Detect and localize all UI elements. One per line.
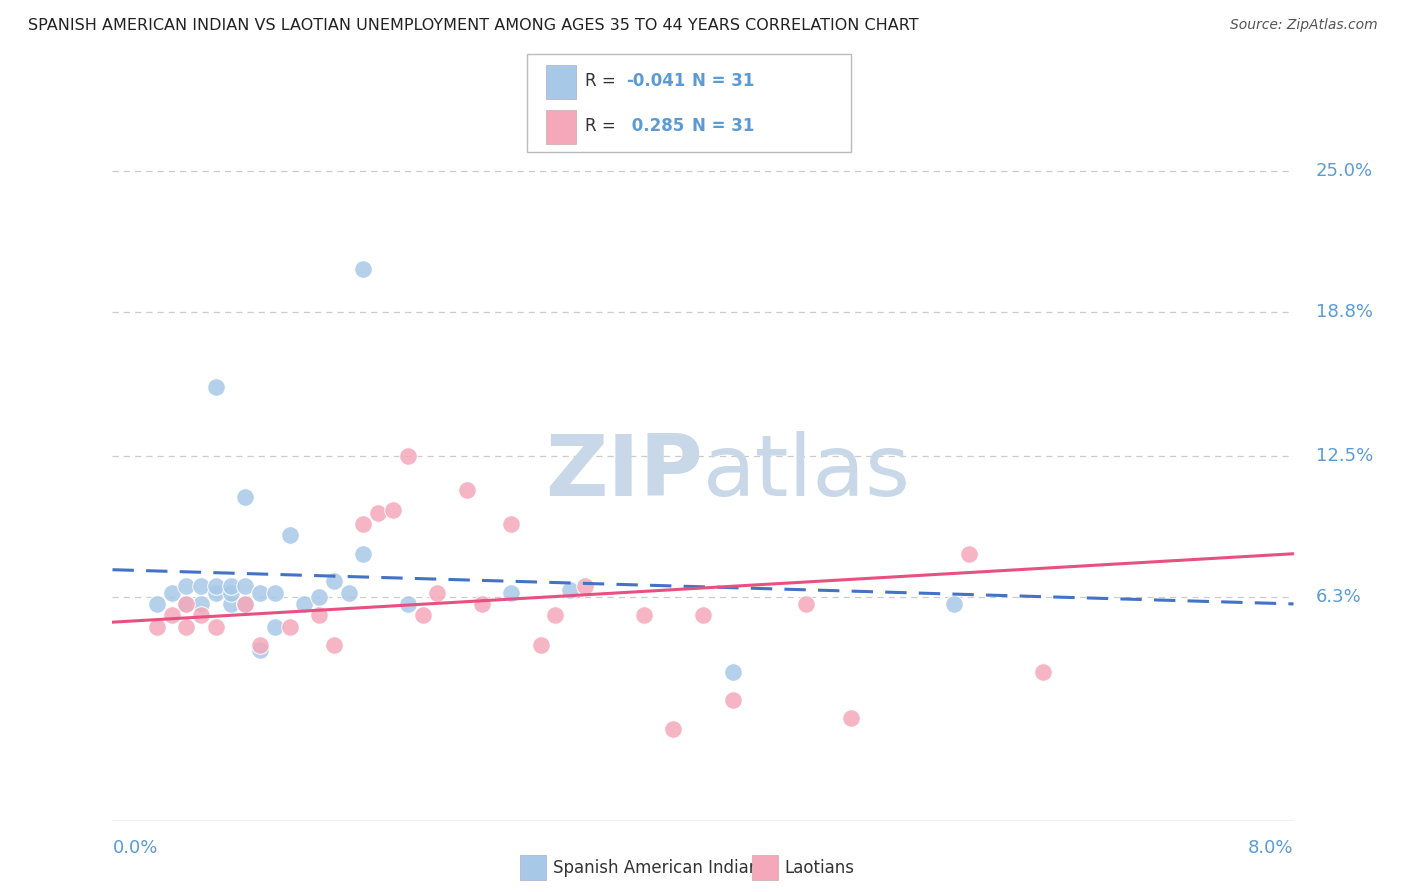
Text: 0.285: 0.285 bbox=[626, 117, 683, 135]
Point bbox=[396, 597, 419, 611]
Point bbox=[721, 665, 744, 680]
Point bbox=[249, 642, 271, 657]
Point bbox=[233, 597, 256, 611]
Point bbox=[249, 585, 271, 599]
Point bbox=[396, 449, 419, 463]
Point bbox=[205, 620, 228, 634]
Point bbox=[249, 638, 271, 652]
Text: 8.0%: 8.0% bbox=[1249, 838, 1294, 857]
Point bbox=[190, 597, 212, 611]
Text: Source: ZipAtlas.com: Source: ZipAtlas.com bbox=[1230, 18, 1378, 32]
Point bbox=[633, 608, 655, 623]
Point bbox=[796, 597, 818, 611]
Point bbox=[205, 380, 228, 394]
Point bbox=[174, 597, 197, 611]
Point bbox=[501, 585, 523, 599]
Text: 25.0%: 25.0% bbox=[1316, 161, 1372, 179]
Text: R =: R = bbox=[585, 117, 621, 135]
Point bbox=[839, 711, 862, 725]
Point bbox=[560, 583, 582, 598]
Point bbox=[174, 579, 197, 593]
Point bbox=[323, 638, 346, 652]
Point bbox=[957, 547, 980, 561]
Point bbox=[219, 585, 242, 599]
Point bbox=[352, 517, 374, 532]
Point bbox=[233, 490, 256, 504]
Point bbox=[205, 585, 228, 599]
Point bbox=[382, 503, 405, 517]
Point bbox=[174, 620, 197, 634]
Text: -0.041: -0.041 bbox=[626, 72, 685, 90]
Point bbox=[219, 597, 242, 611]
Text: SPANISH AMERICAN INDIAN VS LAOTIAN UNEMPLOYMENT AMONG AGES 35 TO 44 YEARS CORREL: SPANISH AMERICAN INDIAN VS LAOTIAN UNEMP… bbox=[28, 18, 918, 33]
Point bbox=[160, 585, 183, 599]
Point bbox=[146, 620, 169, 634]
Point bbox=[574, 579, 596, 593]
Point bbox=[174, 597, 197, 611]
Point bbox=[471, 597, 494, 611]
Point bbox=[233, 597, 256, 611]
Point bbox=[662, 723, 685, 737]
Point bbox=[264, 620, 287, 634]
Point bbox=[264, 585, 287, 599]
Point bbox=[323, 574, 346, 588]
Point bbox=[456, 483, 478, 497]
Point bbox=[412, 608, 434, 623]
Text: 18.8%: 18.8% bbox=[1316, 303, 1372, 321]
Text: R =: R = bbox=[585, 72, 621, 90]
Point bbox=[190, 608, 212, 623]
Text: N = 31: N = 31 bbox=[692, 72, 754, 90]
Point bbox=[292, 597, 315, 611]
Text: ZIP: ZIP bbox=[546, 431, 703, 515]
Point bbox=[308, 608, 330, 623]
Point bbox=[233, 579, 256, 593]
Point bbox=[352, 547, 374, 561]
Point bbox=[278, 620, 301, 634]
Point bbox=[501, 517, 523, 532]
Point bbox=[367, 506, 389, 520]
Text: N = 31: N = 31 bbox=[692, 117, 754, 135]
Point bbox=[692, 608, 714, 623]
Point bbox=[1032, 665, 1054, 680]
Text: 6.3%: 6.3% bbox=[1316, 588, 1361, 606]
Text: atlas: atlas bbox=[703, 431, 911, 515]
Point bbox=[278, 528, 301, 542]
Text: 12.5%: 12.5% bbox=[1316, 447, 1372, 465]
Point bbox=[352, 261, 374, 276]
Point bbox=[190, 579, 212, 593]
Point bbox=[146, 597, 169, 611]
Point bbox=[205, 579, 228, 593]
Point bbox=[308, 590, 330, 604]
Point bbox=[544, 608, 567, 623]
Point bbox=[160, 608, 183, 623]
Text: 0.0%: 0.0% bbox=[112, 838, 157, 857]
Point bbox=[219, 579, 242, 593]
Point bbox=[721, 692, 744, 706]
Point bbox=[337, 585, 360, 599]
Point bbox=[529, 638, 551, 652]
Text: Laotians: Laotians bbox=[785, 859, 855, 877]
Point bbox=[426, 585, 449, 599]
Point bbox=[942, 597, 965, 611]
Text: Spanish American Indians: Spanish American Indians bbox=[553, 859, 768, 877]
